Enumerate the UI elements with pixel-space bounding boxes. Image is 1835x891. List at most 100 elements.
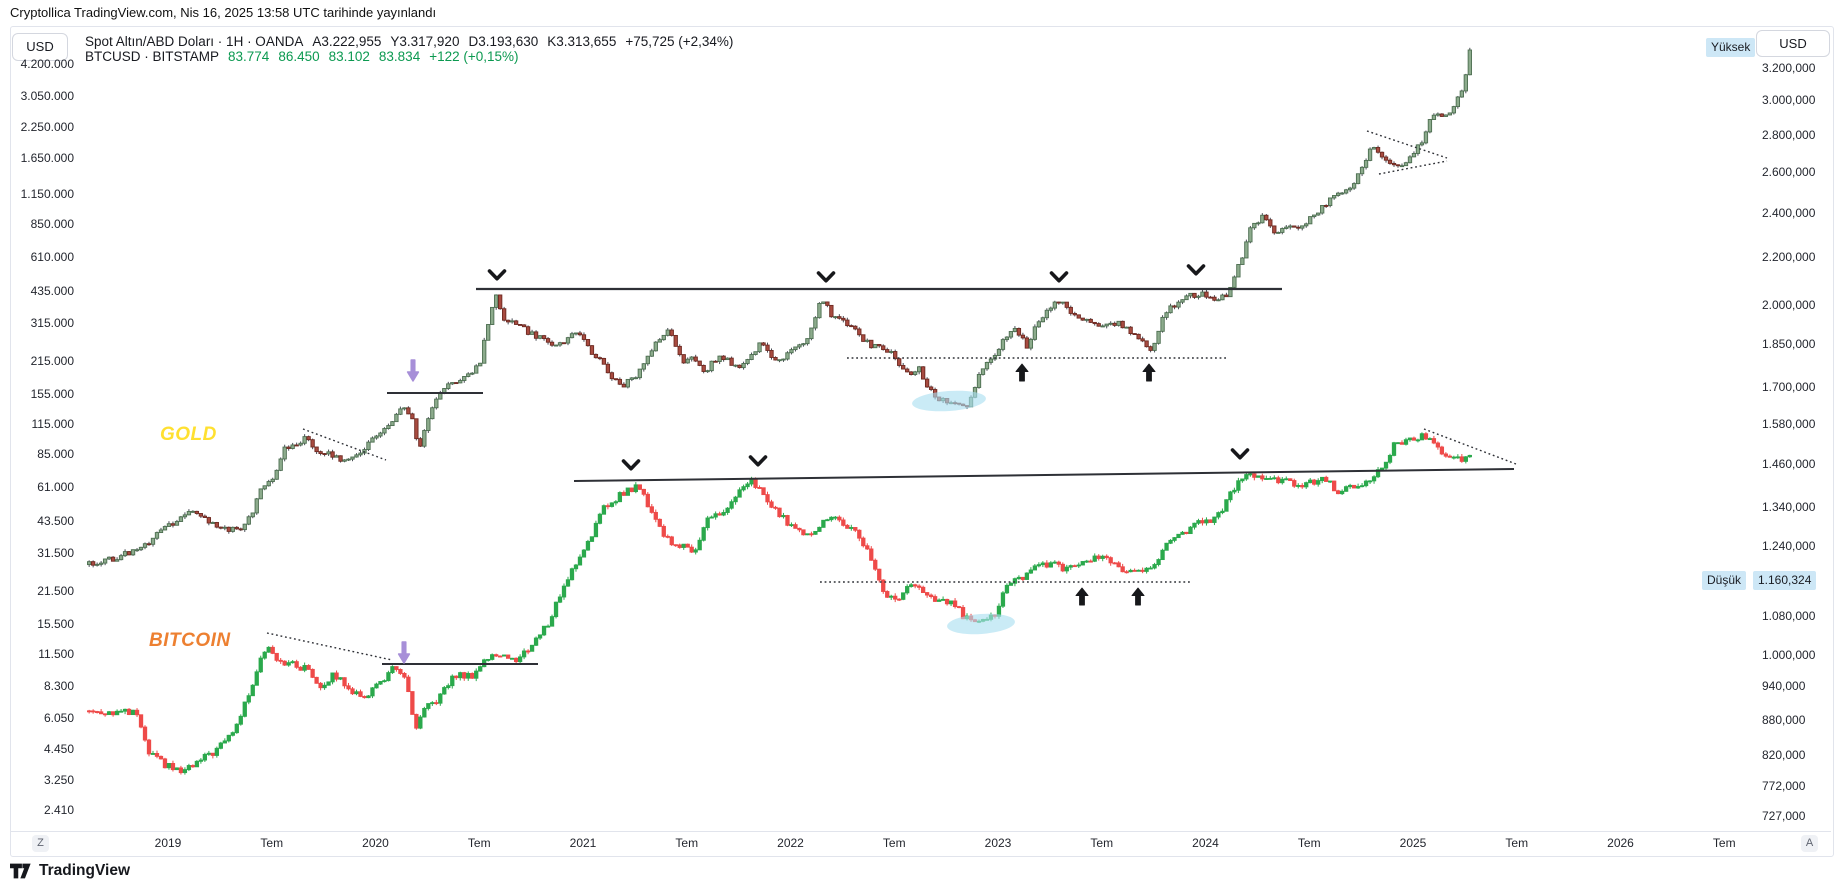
candle-body	[270, 478, 275, 482]
axis-tick: Tem	[1297, 836, 1321, 850]
arrow-down-marker-icon[interactable]	[816, 271, 836, 283]
candle-body	[266, 646, 271, 653]
right-price-axis[interactable]: 3.200,000 3.000,000 2.800,000 2.600,000 2.40…	[1756, 0, 1835, 830]
candle-body	[470, 672, 475, 679]
axis-tick: 2.000,000	[1762, 297, 1816, 312]
axis-tick: 940,000	[1762, 679, 1806, 694]
timezone-badge[interactable]: Z	[32, 835, 49, 852]
candle-body	[1188, 292, 1193, 297]
candle-body	[669, 329, 674, 336]
axis-tick: 2.600,000	[1762, 165, 1816, 180]
dotted-trendline[interactable]	[1366, 130, 1448, 159]
axis-tick: 2025	[1399, 836, 1427, 850]
left-price-axis[interactable]: 4.200.000 3.050.000 2.250.000 1.650.000 1.15…	[0, 0, 76, 830]
candle-body	[1304, 482, 1309, 488]
highlight-ellipse	[947, 613, 1015, 635]
right-currency-button[interactable]: USD	[1756, 30, 1830, 57]
candle-body	[1072, 312, 1077, 316]
candle-body	[1240, 478, 1245, 482]
candle-body	[1004, 584, 1010, 594]
candle-body	[1276, 231, 1281, 234]
candle-body	[1124, 571, 1129, 574]
candle-body	[509, 320, 515, 323]
arrow-down-marker-icon[interactable]	[1049, 271, 1069, 283]
candle-body	[601, 357, 607, 365]
candle-body	[138, 546, 144, 551]
tradingview-logo-text: TradingView	[39, 862, 131, 879]
candle-body	[1000, 592, 1006, 607]
candle-body	[897, 598, 902, 601]
axis-tick: 1.460,000	[1762, 456, 1816, 471]
candle-body	[122, 551, 128, 557]
candle-body	[1184, 531, 1189, 535]
candle-body	[577, 556, 583, 566]
candle-body	[629, 487, 634, 493]
auto-scale-badge[interactable]: A	[1801, 835, 1818, 852]
arrow-up-marker-icon[interactable]	[1142, 363, 1156, 382]
ohlc-value: Y3.317,920	[390, 34, 460, 49]
arrow-up-marker-icon[interactable]	[1131, 587, 1145, 606]
axis-tick: 435.000	[30, 283, 74, 298]
legend-row-bitcoin[interactable]: BTCUSD · BITSTAMP 83.774 86.450 83.102 83.83…	[85, 49, 733, 64]
candle-body	[1184, 295, 1189, 301]
resistance-line[interactable]	[573, 468, 1515, 482]
candle-body	[681, 354, 686, 364]
candle-body	[1423, 433, 1429, 440]
candle-body	[90, 710, 96, 713]
candle-body	[218, 742, 223, 749]
candle-body	[992, 355, 998, 360]
axis-tick: 2021	[569, 836, 597, 850]
candle-body	[1224, 499, 1229, 512]
arrow-down-marker-icon[interactable]	[621, 459, 641, 471]
dotted-trendline[interactable]	[302, 428, 387, 461]
candle-body	[1216, 299, 1221, 302]
left-currency-button[interactable]: USD	[12, 33, 68, 61]
arrow-down-marker-icon[interactable]	[1186, 264, 1206, 276]
candle-body	[873, 559, 878, 570]
candle-body	[773, 357, 778, 361]
candle-body	[374, 683, 379, 689]
candle-body	[1112, 322, 1117, 326]
bitcoin-series-label: BITCOIN	[149, 630, 231, 651]
arrow-up-marker-icon[interactable]	[1075, 587, 1089, 606]
arrow-up-marker-icon[interactable]	[1015, 363, 1029, 382]
arrow-down-marker-icon[interactable]	[1230, 448, 1250, 460]
candle-body	[1060, 301, 1065, 304]
purple-arrow-down-icon[interactable]	[397, 641, 411, 664]
candle-body	[330, 672, 335, 683]
candle-body	[122, 708, 128, 712]
axis-tick: 3.000,000	[1762, 93, 1816, 108]
arrow-down-marker-icon[interactable]	[487, 269, 507, 281]
candle-body	[1459, 456, 1464, 462]
candle-body	[170, 763, 176, 771]
candle-body	[653, 511, 658, 520]
candle-body	[346, 685, 351, 690]
dotted-trendline[interactable]	[266, 632, 393, 661]
candle-body	[446, 383, 451, 389]
arrow-down-marker-icon[interactable]	[748, 455, 768, 467]
candle-body	[661, 334, 666, 341]
candle-body	[865, 339, 870, 342]
candle-body	[944, 598, 950, 605]
legend-row-gold[interactable]: Spot Altın/ABD Doları · 1H · OANDA A3.222…	[85, 34, 733, 49]
candle-body	[322, 684, 327, 689]
purple-arrow-down-icon[interactable]	[406, 359, 420, 382]
compare-values: 83.774 86.450 83.102 83.834	[219, 49, 420, 64]
candle-body	[924, 378, 930, 388]
symbol-legend[interactable]: Spot Altın/ABD Doları · 1H · OANDA A3.222…	[85, 34, 733, 64]
candle-body	[502, 308, 507, 321]
candle-body	[1391, 162, 1397, 166]
candle-body	[1272, 225, 1277, 234]
candle-body	[781, 358, 786, 361]
candle-body	[1124, 326, 1129, 329]
candle-body	[1228, 491, 1233, 501]
time-axis[interactable]: 2019 Tem 2020 Tem 2021 Tem 2022 Tem 2023 Tem 2024 T…	[0, 832, 1835, 855]
ohlc-values: A3.222,955 Y3.317,920 D3.193,630 K3.313,655	[303, 34, 616, 49]
candle-body	[110, 556, 116, 562]
candle-body	[134, 709, 140, 716]
candle-body	[406, 407, 411, 415]
candle-body	[741, 486, 746, 491]
candle-body	[889, 351, 894, 353]
candle-body	[1403, 162, 1409, 167]
